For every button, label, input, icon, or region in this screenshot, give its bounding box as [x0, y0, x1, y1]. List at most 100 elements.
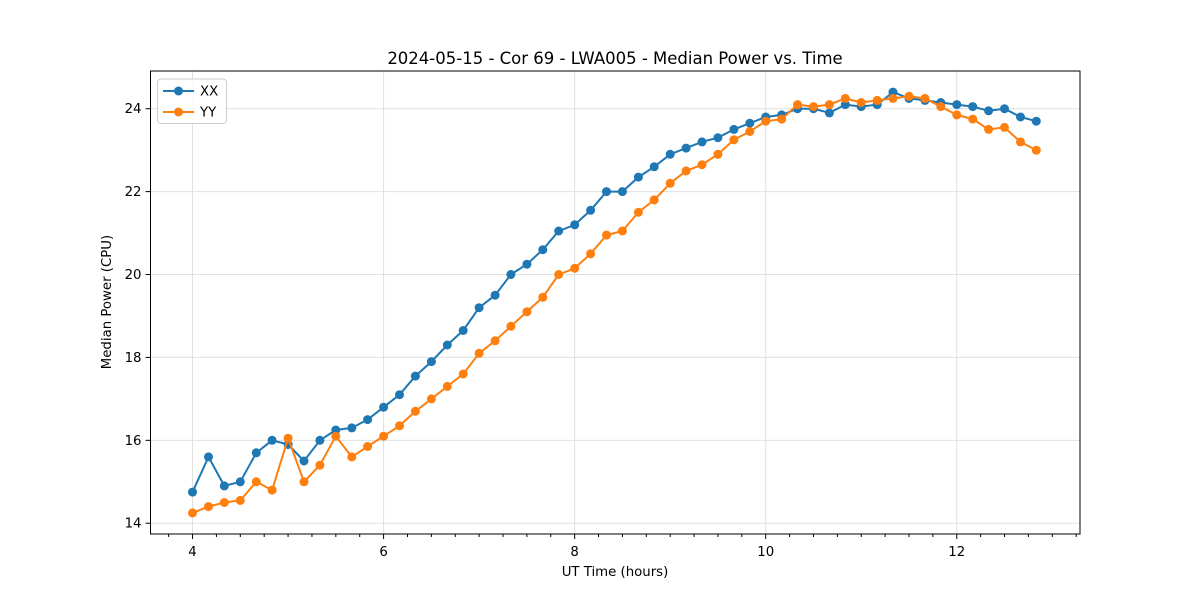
grid [150, 71, 1080, 534]
data-point-marker [395, 421, 404, 431]
data-point-marker [490, 336, 500, 346]
data-point-marker [1031, 145, 1041, 155]
data-point-marker [522, 307, 532, 317]
legend-label: YY [199, 106, 217, 121]
data-point-marker [586, 205, 596, 215]
data-point-marker [347, 423, 357, 433]
data-point-marker [315, 435, 325, 445]
data-point-marker [363, 415, 373, 425]
data-point-marker [824, 108, 834, 118]
x-tick-label: 10 [757, 545, 774, 560]
y-tick-label: 14 [125, 517, 142, 532]
data-point-marker [299, 477, 309, 487]
data-point-marker [633, 172, 643, 182]
data-point-marker [840, 100, 850, 110]
data-point-marker [920, 93, 930, 103]
data-point-marker [490, 290, 500, 300]
data-point-marker [952, 110, 962, 120]
data-point-marker [697, 160, 707, 170]
data-point-marker [188, 487, 197, 497]
data-point-marker [299, 456, 309, 466]
plot-frame [150, 70, 1081, 535]
data-point-marker [602, 230, 611, 240]
x-tick-label: 8 [570, 545, 578, 560]
data-point-marker [968, 114, 978, 124]
series-yy [188, 91, 1041, 518]
x-tick-label: 12 [948, 545, 965, 560]
data-point-marker [410, 406, 420, 416]
data-point-marker [538, 292, 548, 302]
data-point-marker [235, 495, 245, 505]
data-point-marker [506, 321, 516, 331]
data-point-marker [474, 303, 484, 313]
data-point-marker [649, 195, 659, 205]
data-point-marker [856, 98, 866, 107]
data-point-marker [315, 460, 325, 470]
y-tick-label: 16 [125, 434, 142, 449]
data-point-marker [522, 259, 532, 269]
data-point-marker [426, 357, 436, 367]
data-point-marker [713, 149, 723, 159]
data-point-marker [379, 402, 389, 412]
data-point-marker [219, 481, 229, 491]
data-point-marker [458, 369, 468, 379]
data-point-marker [681, 143, 691, 153]
axis-ticks: 4 6 8 10 12 14 16 18 20 22 24 [125, 102, 1077, 560]
data-point-marker [570, 263, 580, 273]
data-point-marker [554, 226, 564, 236]
data-point-marker [777, 114, 787, 124]
data-point-marker [984, 106, 994, 116]
data-point-marker [840, 93, 850, 103]
x-tick-label: 4 [188, 545, 196, 560]
legend-label: XX [200, 85, 218, 100]
data-point-marker [602, 187, 611, 197]
data-point-marker [968, 102, 978, 112]
data-point-marker [697, 137, 707, 147]
chart-title: 2024-05-15 - Cor 69 - LWA005 - Median Po… [387, 49, 843, 68]
data-point-marker [267, 485, 277, 495]
data-point-marker [888, 87, 898, 97]
data-point-marker [506, 270, 516, 279]
y-tick-label: 20 [125, 268, 142, 283]
data-point-marker [283, 433, 293, 443]
data-point-marker [984, 124, 994, 134]
data-point-marker [824, 100, 834, 110]
data-point-marker [554, 270, 564, 279]
data-point-marker [1031, 116, 1041, 126]
data-point-marker [888, 93, 898, 103]
data-point-marker [1016, 137, 1025, 147]
data-point-marker [410, 371, 420, 381]
data-point-marker [793, 100, 802, 110]
series-xx [188, 87, 1041, 497]
data-point-marker [379, 431, 389, 441]
data-point-marker [204, 452, 213, 462]
data-point-marker [188, 508, 197, 518]
y-tick-label: 18 [125, 351, 142, 366]
data-point-marker [267, 435, 277, 445]
data-point-marker [681, 166, 691, 176]
data-point-marker [649, 162, 659, 172]
data-point-marker [219, 498, 229, 507]
data-point-marker [347, 452, 357, 462]
data-point-marker [251, 477, 261, 487]
data-point-marker [729, 135, 739, 145]
data-point-marker [617, 187, 627, 197]
data-point-marker [729, 124, 739, 134]
data-point-marker [809, 102, 818, 112]
y-tick-label: 22 [125, 185, 142, 200]
data-point-marker [617, 226, 627, 236]
data-point-marker [204, 502, 213, 512]
data-point-marker [235, 477, 245, 487]
data-point-marker [745, 127, 755, 136]
y-tick-label: 24 [125, 102, 142, 117]
data-point-marker [426, 394, 436, 404]
data-point-marker [442, 340, 452, 350]
data-point-marker [745, 118, 755, 128]
data-point-marker [363, 442, 373, 451]
data-point-marker [665, 149, 675, 159]
legend-sample-marker [174, 86, 183, 96]
data-point-marker [665, 178, 675, 188]
data-point-marker [633, 207, 643, 217]
data-point-marker [331, 431, 341, 441]
